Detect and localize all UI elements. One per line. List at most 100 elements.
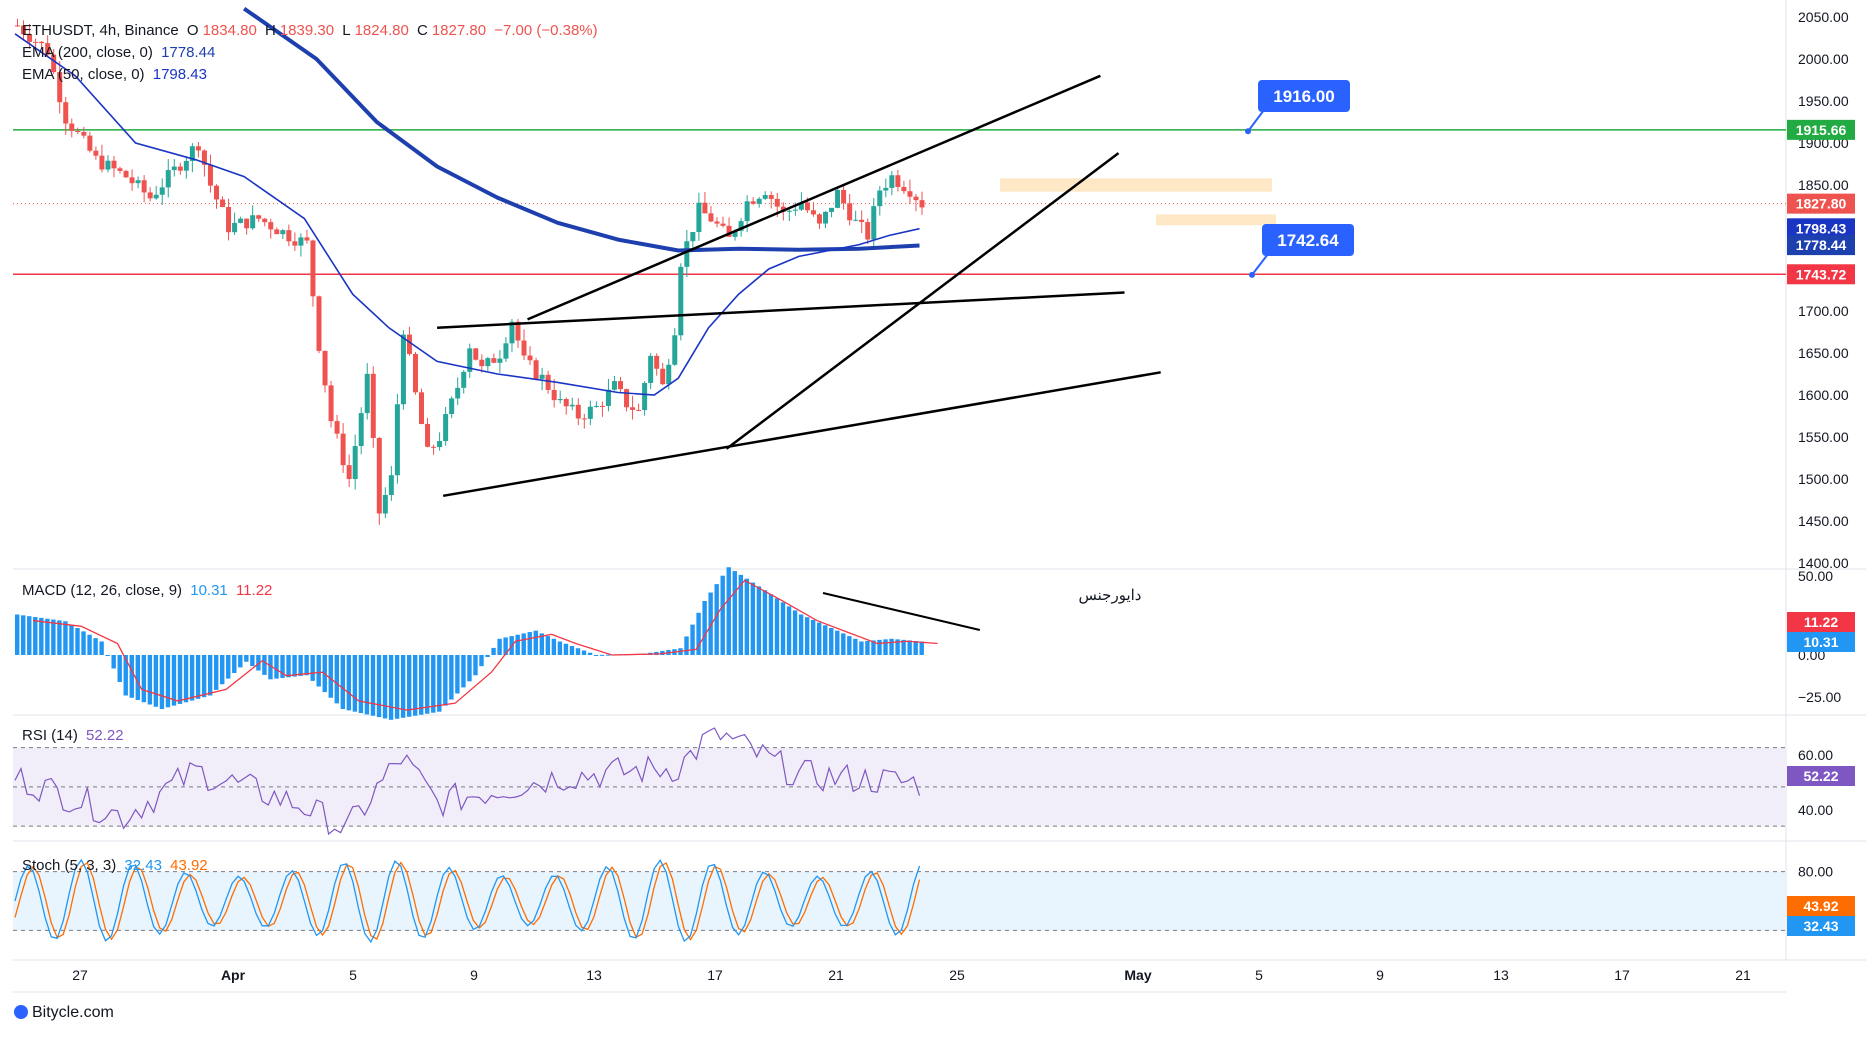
macd-bar (829, 628, 834, 655)
macd-bar (756, 586, 762, 655)
macd-bar (394, 655, 400, 719)
rsi-legend[interactable]: RSI (14) 52.22 (22, 727, 128, 745)
stoch-d-badge (1787, 896, 1855, 916)
symbol-name[interactable]: ETHUSDT, 4h, Binance (22, 22, 179, 39)
macd-bar (455, 655, 460, 694)
trend-line (725, 152, 1120, 450)
candle-body (292, 241, 298, 246)
candle-body (618, 381, 623, 390)
candle-body (431, 446, 437, 448)
candle-body (563, 399, 569, 407)
macd-bar (599, 654, 605, 656)
macd-bar (45, 618, 50, 655)
macd-bar (883, 639, 888, 655)
candle-body (316, 296, 322, 351)
macd-bar (877, 639, 882, 655)
candle-body (189, 146, 195, 161)
macd-bar (720, 575, 725, 655)
candle-body (69, 123, 75, 131)
macd-bar (117, 655, 122, 682)
candle-body (262, 218, 268, 223)
macd-bar (274, 655, 279, 679)
macd-bar (298, 655, 303, 676)
stoch-k-badge (1787, 916, 1855, 936)
stoch-legend[interactable]: Stoch (5, 3, 3) 32.43 43.92 (22, 857, 212, 875)
macd-bar (569, 646, 575, 655)
macd-bar (575, 648, 581, 655)
candle-body (376, 437, 382, 514)
symbol-legend: ETHUSDT, 4h, Binance O 1834.80 H 1839.30 L… (22, 22, 602, 40)
macd-bar (527, 632, 532, 655)
trend-line (442, 371, 1161, 498)
candle-body (883, 187, 889, 191)
stoch-d-badge-label: 43.92 (1803, 898, 1838, 914)
candle-body (382, 494, 388, 514)
candle-body (310, 240, 316, 297)
macd-bar (250, 655, 255, 667)
ema200-line (242, 6, 920, 253)
candle-body (370, 373, 376, 438)
macd-bar (207, 655, 213, 696)
macd-bar (768, 594, 774, 655)
macd-bar (189, 655, 195, 701)
candle-body (425, 423, 431, 447)
macd-bar (39, 617, 44, 655)
macd-bar (461, 655, 466, 688)
resistance-badge-label: 1915.66 (1796, 122, 1847, 138)
macd-bar (467, 655, 472, 682)
target-top-callout-box (1258, 80, 1350, 112)
macd-bar (853, 638, 858, 655)
candle-body (744, 201, 750, 222)
demand-zone (1156, 214, 1276, 226)
macd-legend[interactable]: MACD (12, 26, close, 9) 10.31 11.22 (22, 582, 276, 600)
candle-body (503, 343, 509, 359)
macd-bar (183, 655, 189, 703)
macd-bar (491, 647, 496, 655)
candle-body (871, 206, 877, 240)
candle-body (99, 155, 105, 170)
candle-body (226, 207, 232, 233)
high-label: H (264, 22, 276, 39)
ema200-legend[interactable]: EMA (200, close, 0) 1778.44 (22, 44, 219, 62)
stoch-label: Stoch (5, 3, 3) (22, 857, 117, 874)
candle-body (220, 199, 226, 208)
candle-body (364, 373, 370, 414)
macd-bar (159, 655, 165, 709)
candle-body (762, 195, 768, 199)
macd-bar (503, 637, 508, 655)
signal-badge (1787, 612, 1855, 632)
macd-bar (195, 655, 201, 699)
candle-body (816, 214, 822, 224)
macd-tick-label: 50.00 (1798, 568, 1833, 584)
macd-bar (328, 655, 333, 698)
macd-bar (792, 610, 798, 655)
ema50-legend[interactable]: EMA (50, close, 0) 1798.43 (22, 66, 211, 84)
divergence-label: دایورجنس (1079, 587, 1142, 604)
macd-bar (51, 619, 56, 655)
macd-bar (177, 655, 183, 704)
candle-body (15, 25, 20, 27)
brand-footer[interactable]: Bitycle.com (14, 1004, 114, 1022)
target-bottom-callout-pointer (1251, 253, 1269, 276)
macd-bar (841, 633, 846, 655)
candle-body (738, 221, 744, 231)
candle-body (835, 189, 841, 208)
macd-bar (539, 633, 545, 655)
candle-body (129, 177, 135, 184)
candle-body (877, 190, 883, 207)
macd-bar (521, 633, 526, 655)
candle-body (666, 364, 672, 385)
candle-body (352, 446, 358, 480)
candle-body (75, 130, 81, 133)
macd-bar (147, 655, 153, 705)
stoch-tick-label: 80.00 (1798, 864, 1833, 880)
macd-bar (232, 655, 237, 673)
macd-bar (810, 619, 816, 655)
macd-bar (762, 590, 768, 655)
macd-bar (244, 655, 249, 662)
candle-body (642, 382, 648, 411)
macd-bar (726, 567, 731, 655)
macd-bar (388, 655, 394, 720)
